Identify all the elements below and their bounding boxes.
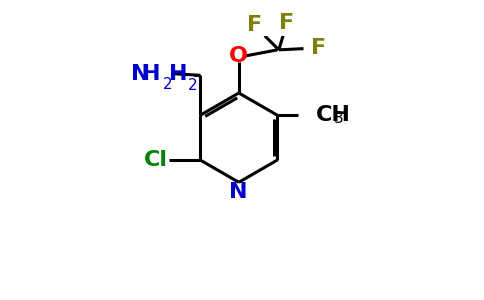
- Text: 3: 3: [333, 111, 344, 126]
- Text: Cl: Cl: [143, 150, 167, 170]
- Text: N: N: [131, 64, 149, 84]
- Text: 2: 2: [188, 78, 197, 93]
- Text: F: F: [279, 13, 294, 33]
- Text: F: F: [247, 15, 262, 35]
- Text: CH: CH: [316, 104, 351, 124]
- Text: O: O: [229, 46, 248, 66]
- Text: H: H: [142, 64, 160, 84]
- Text: N: N: [229, 182, 247, 202]
- Text: 2: 2: [163, 77, 173, 92]
- Text: F: F: [311, 38, 326, 58]
- Text: H: H: [169, 64, 188, 85]
